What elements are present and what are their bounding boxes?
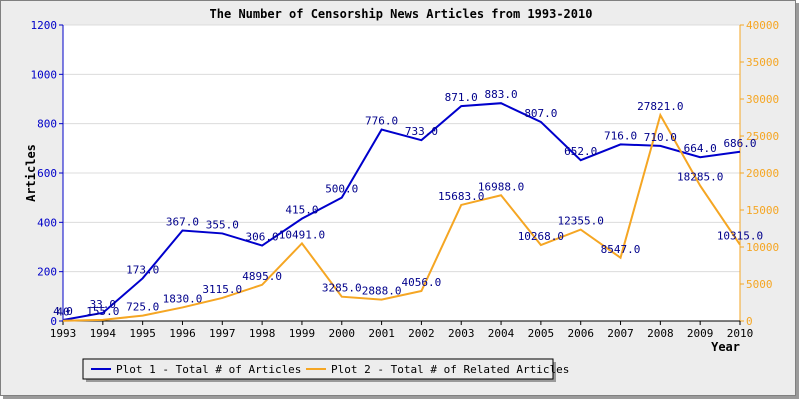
data-label-series-1: 306.0	[246, 231, 279, 244]
x-tick-label: 1995	[129, 327, 156, 340]
data-label-series-1: 686.0	[723, 137, 756, 150]
y-right-tick-label: 25000	[746, 130, 779, 143]
x-tick-label: 1998	[249, 327, 276, 340]
data-label-series-2: 4895.0	[242, 270, 282, 283]
data-label-series-2: 725.0	[126, 301, 159, 314]
y-left-tick-label: 1200	[31, 19, 58, 32]
x-tick-label: 1994	[90, 327, 117, 340]
y-right-tick-label: 5000	[746, 278, 773, 291]
x-tick-label: 2005	[528, 327, 555, 340]
data-label-series-2: 3115.0	[202, 283, 242, 296]
data-label-series-1: 415.0	[285, 204, 318, 217]
data-label-series-1: 500.0	[325, 183, 358, 196]
data-label-series-1: 33.0	[90, 298, 117, 311]
y-left-tick-label: 200	[37, 266, 57, 279]
data-label-series-1: 716.0	[604, 129, 637, 142]
data-label-series-2: 2888.0	[362, 285, 402, 298]
y-right-tick-label: 30000	[746, 93, 779, 106]
data-label-series-2: 15683.0	[438, 190, 484, 203]
y-right-tick-label: 0	[746, 315, 753, 328]
x-tick-label: 1999	[289, 327, 316, 340]
data-label-series-1: 4.0	[53, 305, 73, 318]
series-group	[62, 102, 741, 322]
x-tick-label: 2006	[567, 327, 594, 340]
x-tick-label: 2000	[329, 327, 356, 340]
data-label-series-2: 155.0	[86, 305, 119, 318]
data-label-series-2: 10491.0	[279, 228, 325, 241]
x-tick-label: 2003	[448, 327, 475, 340]
data-label-series-1: 733.0	[405, 125, 438, 138]
x-tick-label: 1996	[169, 327, 196, 340]
y-axis-label: Articles	[24, 144, 38, 202]
chart-title: The Number of Censorship News Articles f…	[210, 7, 593, 21]
data-label-series-2: 12355.0	[558, 215, 604, 228]
data-label-series-2: 10268.0	[518, 230, 564, 243]
y-left-tick-label: 0	[50, 315, 57, 328]
y-left-tick-label: 1000	[31, 68, 58, 81]
x-tick-label: 2002	[408, 327, 435, 340]
x-axis-label: Year	[711, 340, 740, 354]
legend: Plot 1 - Total # of Articles Plot 2 - To…	[82, 358, 569, 382]
x-tick-label: 1997	[209, 327, 236, 340]
legend-label-plot-2: Plot 2 - Total # of Related Articles	[331, 363, 569, 376]
data-label-series-2: 8547.0	[601, 243, 641, 256]
data-label-series-1: 871.0	[445, 91, 478, 104]
series-line-1	[62, 102, 741, 321]
x-tick-label: 1993	[50, 327, 77, 340]
y-right-tick-label: 20000	[746, 167, 779, 180]
x-tick-label: 2007	[607, 327, 634, 340]
data-label-series-1: 355.0	[206, 218, 239, 231]
x-tick-label: 2009	[687, 327, 714, 340]
x-tick-label: 2008	[647, 327, 674, 340]
data-label-series-2: 18285.0	[677, 171, 723, 184]
data-label-series-2: 40	[56, 306, 69, 319]
y-right-tick-label: 15000	[746, 204, 779, 217]
x-tick-label: 2001	[368, 327, 395, 340]
x-tick-label: 2010	[727, 327, 754, 340]
data-labels: 4.0 33.0 173.0 367.0 355.0 306.0 415.0 500.0 776…	[53, 88, 763, 319]
series-line-2	[62, 112, 741, 322]
y-left-tick-label: 800	[37, 118, 57, 131]
data-label-series-2: 10315.0	[717, 230, 763, 243]
data-label-series-1: 807.0	[524, 107, 557, 120]
data-label-series-2: 4056.0	[402, 276, 442, 289]
line-chart: The Number of Censorship News Articles f…	[24, 7, 780, 382]
legend-label-plot-1: Plot 1 - Total # of Articles	[116, 363, 301, 376]
data-label-series-1: 710.0	[644, 131, 677, 144]
data-label-series-1: 367.0	[166, 215, 199, 228]
data-label-series-1: 776.0	[365, 115, 398, 128]
data-label-series-2: 27821.0	[637, 100, 683, 113]
data-label-series-1: 664.0	[684, 142, 717, 155]
data-label-series-1: 173.0	[126, 263, 159, 276]
data-label-series-2: 1830.0	[163, 292, 203, 305]
y-right-tick-label: 40000	[746, 19, 779, 32]
data-label-series-1: 652.0	[564, 145, 597, 158]
y-left-tick-label: 400	[37, 216, 57, 229]
data-label-series-1: 883.0	[484, 88, 517, 101]
y-left-tick-label: 600	[37, 167, 57, 180]
x-tick-label: 2004	[488, 327, 515, 340]
axes: 0 200 400 600 800 1000 1200 0 5000 10000 15000 2000…	[31, 19, 780, 340]
data-label-series-2: 16988.0	[478, 180, 524, 193]
y-right-tick-label: 10000	[746, 241, 779, 254]
data-label-series-2: 3285.0	[322, 282, 362, 295]
y-right-tick-label: 35000	[746, 56, 779, 69]
